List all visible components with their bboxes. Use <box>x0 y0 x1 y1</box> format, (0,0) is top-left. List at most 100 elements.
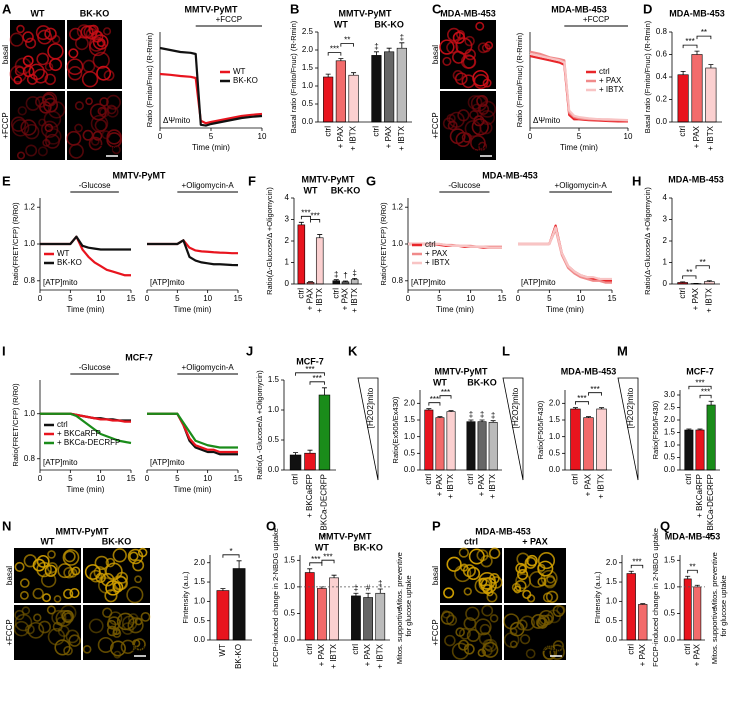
cell-blob <box>478 632 492 646</box>
cell-blob <box>43 110 62 129</box>
error-bar <box>298 221 304 225</box>
x-tick-label: + PAX <box>477 473 486 496</box>
row-label: +FCCP <box>5 619 14 645</box>
cell-blob <box>46 562 58 574</box>
cells <box>443 547 503 603</box>
cell-blob <box>74 101 84 111</box>
series-line <box>529 52 629 122</box>
x-tick-label: 0 <box>145 294 150 303</box>
sig-label: *** <box>441 388 450 397</box>
treatment-label: +Oligomycin-A <box>555 181 608 190</box>
y-tick-label: 2.0 <box>606 558 618 567</box>
series-line <box>147 412 238 449</box>
treatment-label: -Glucose <box>79 181 112 190</box>
cell-blob <box>536 617 549 629</box>
treatment-label: +FCCP <box>216 15 242 24</box>
cell-blob <box>455 30 465 40</box>
x-tick-label: 0 <box>38 474 43 483</box>
legend-label: + IBTX <box>599 85 624 94</box>
cell-blob <box>106 129 122 145</box>
y-tick-label: 0.8 <box>656 27 668 36</box>
cell-blob <box>462 55 477 69</box>
cell-blob <box>33 613 42 622</box>
cell-blob <box>103 69 115 81</box>
cell-blob <box>37 29 53 45</box>
cell-blob <box>63 550 76 563</box>
cell-blob <box>543 575 557 589</box>
x-tick-label: ctrl <box>626 644 635 655</box>
cell-blob <box>14 561 25 572</box>
chart-title: MDA-MB-453 <box>669 8 725 18</box>
sig-bracket <box>300 215 311 220</box>
x-tick-label: ctrl <box>683 644 692 655</box>
y-tick-label: 0.0 <box>606 635 618 644</box>
row-label: basal <box>1 45 10 64</box>
x-axis-label: Time (min) <box>67 305 105 314</box>
group-label: WT <box>433 377 447 387</box>
cell-blob <box>464 48 476 61</box>
cell-blob <box>43 97 59 113</box>
cell-blob <box>63 566 75 579</box>
bar <box>375 592 386 641</box>
bar <box>384 51 395 123</box>
chart-title: MDA-MB-453 <box>668 174 724 184</box>
cell-blob <box>63 645 73 656</box>
treatment-label: +Oligomycin-A <box>182 181 235 190</box>
panel-letter: H <box>632 173 641 188</box>
chart-title: MMTV-PyMT <box>319 531 373 541</box>
x-tick-label: 0 <box>38 294 43 303</box>
x-axis-label: Time (min) <box>192 143 230 152</box>
cell-blob <box>16 24 25 34</box>
y-axis-label: Basal ratio (Fmito/Fnuc) (R-Rmin) <box>289 20 298 133</box>
scale-label: 20µm <box>127 644 148 653</box>
x-tick-label: + IBTX <box>349 125 358 150</box>
legend-label: BK-KO <box>57 258 82 267</box>
image-cell <box>440 91 496 160</box>
sig-label: *** <box>430 395 439 404</box>
sig-label: ** <box>689 562 695 571</box>
cell-blob <box>19 578 30 588</box>
y-tick-label: 1.0 <box>606 596 618 605</box>
cell-blob <box>93 566 107 579</box>
side-note: for glucose uptake <box>719 575 728 636</box>
y-tick-label: 3 <box>663 215 668 224</box>
x-tick-label: + PAX <box>692 643 701 666</box>
group-label: WT <box>304 185 318 195</box>
y-axis-label: Ratio(F505/F430) <box>651 400 660 459</box>
bar <box>684 429 694 471</box>
bar <box>466 421 476 471</box>
bar <box>323 76 334 123</box>
bar <box>232 568 246 641</box>
error-bar <box>490 420 496 423</box>
x-tick-label: ctrl <box>291 474 300 485</box>
cell-blob <box>14 609 25 621</box>
y-tick-label: 2 <box>663 236 668 245</box>
significance-mark: # <box>366 583 371 592</box>
cell-blob <box>458 627 471 640</box>
cell-blob <box>106 105 119 118</box>
error-bar <box>706 280 712 282</box>
cell-blob <box>442 117 455 130</box>
y-tick-label: 1.0 <box>664 440 676 449</box>
sig-bracket <box>295 372 325 376</box>
y-tick-label: 1.0 <box>194 596 206 605</box>
chart-title: MDA-MB-453 <box>561 366 617 376</box>
annotation: ΔΨmito <box>533 116 561 125</box>
bar <box>477 421 487 471</box>
chart-title: MCF-7 <box>125 352 153 362</box>
cell-blob <box>477 141 487 151</box>
cell-blob <box>488 547 501 559</box>
error-bar <box>236 560 242 569</box>
error-bar <box>353 592 359 596</box>
image-cell <box>504 605 566 660</box>
cell-blob <box>106 619 117 630</box>
x-tick-label: + IBTX <box>375 643 384 668</box>
bar <box>396 47 407 123</box>
series-line <box>40 412 131 423</box>
cell-blob <box>537 577 547 587</box>
significance-mark: ‡ <box>480 410 484 419</box>
y-tick-label: 0.5 <box>194 616 206 625</box>
bar <box>350 279 359 285</box>
cell-blob <box>489 614 499 623</box>
cell-blob <box>81 70 99 88</box>
